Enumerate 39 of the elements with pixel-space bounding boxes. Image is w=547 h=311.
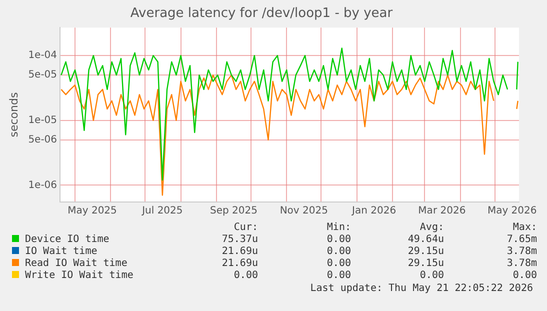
x-tick-label: May 2026 — [487, 206, 537, 217]
text: 21.69u — [220, 258, 258, 270]
x-tick-label: Sep 2025 — [210, 206, 258, 217]
text: Max: — [512, 222, 537, 234]
text: Avg: — [418, 222, 444, 234]
text: 0.00 — [326, 234, 351, 246]
y-tick-label: 5e-05 — [28, 70, 58, 81]
text: 0.00 — [326, 258, 351, 270]
y-tick-label: 1e-04 — [28, 50, 58, 62]
text: 21.69u — [220, 246, 258, 258]
x-tick-label: May 2025 — [68, 206, 117, 217]
legend-label: Device IO time — [24, 234, 110, 246]
text: 75.37u — [220, 234, 258, 246]
chart-title: Average latency for /dev/loop1 - by year — [130, 6, 394, 22]
x-tick-label: Jul 2025 — [141, 206, 183, 217]
text: 0.00 — [418, 270, 444, 282]
text: 29.15u — [406, 246, 444, 258]
text: 29.15u — [406, 258, 444, 270]
text: 0.00 — [326, 270, 351, 282]
x-tick-label: Jan 2026 — [351, 206, 396, 217]
legend-label: Read IO Wait time — [24, 258, 128, 270]
x-tick-label: Nov 2025 — [280, 206, 328, 217]
x-tick-label: Mar 2026 — [418, 206, 466, 217]
y-tick-label: 5e-06 — [28, 134, 58, 146]
text: 0.00 — [326, 246, 351, 258]
text: 0.00 — [512, 270, 537, 282]
legend-label: IO Wait time — [24, 246, 98, 258]
text: 7.65m — [506, 234, 537, 246]
text: Last update: Thu May 21 22:05:22 2026 — [310, 283, 533, 294]
legend-label: Write IO Wait time — [24, 270, 134, 282]
text: Cur: — [232, 222, 258, 234]
y-tick-label: 1e-05 — [28, 114, 58, 126]
text: Min: — [326, 222, 351, 234]
text: 0.00 — [232, 270, 258, 282]
y-axis-title: seconds — [7, 92, 20, 138]
text: 3.78m — [506, 246, 537, 258]
y-tick-label: 1e-06 — [28, 180, 58, 191]
text: 3.78m — [506, 258, 537, 270]
text: 49.64u — [406, 234, 444, 246]
